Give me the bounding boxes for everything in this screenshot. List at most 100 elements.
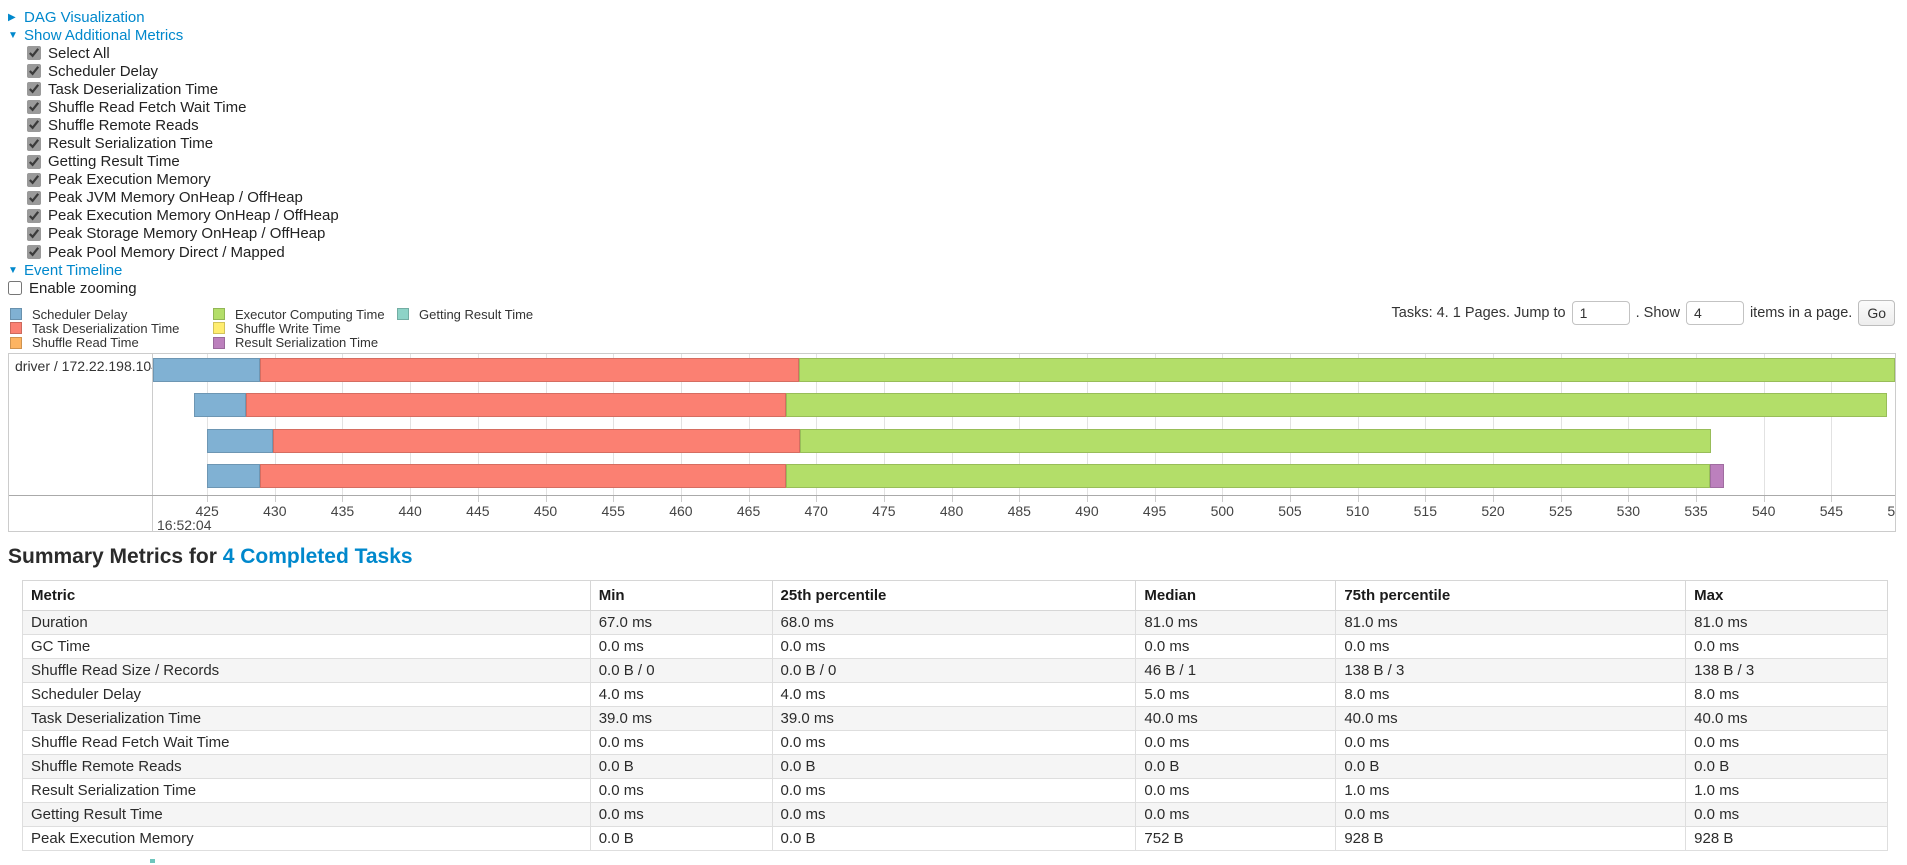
timeline-segment-task_deserialization[interactable] <box>259 358 799 383</box>
axis-tick-label: 525 <box>1548 503 1573 520</box>
gridline <box>1831 354 1833 496</box>
timeline-plot <box>153 354 1895 496</box>
metric-checkbox-task-deserialization-time[interactable] <box>27 82 41 97</box>
metric-checkbox-select-all[interactable] <box>27 46 41 61</box>
metric-checkbox-shuffle-read-fetch-wait-time[interactable] <box>27 100 41 115</box>
gridline <box>545 354 547 496</box>
gridline <box>1357 354 1359 496</box>
metric-checkbox-peak-jvm-memory-onheap-offheap[interactable] <box>27 190 41 205</box>
table-row: Result Serialization Time 0.0 ms 0.0 ms 0.0… <box>22 778 1888 804</box>
metric-checkbox-label: Peak JVM Memory OnHeap / OffHeap <box>48 189 303 207</box>
axis-tick <box>1019 496 1021 503</box>
legend-label: Shuffle Write Time <box>235 320 341 336</box>
column-header-median: Median <box>1135 580 1337 612</box>
axis-tick <box>1831 496 1833 503</box>
metric-value-cell: 40.0 ms <box>1685 706 1888 732</box>
timeline-segment-executor_computing[interactable] <box>799 428 1711 453</box>
metric-value-cell: 8.0 ms <box>1335 682 1687 708</box>
metric-checkbox-getting-result-time[interactable] <box>27 154 41 169</box>
metric-option: Peak Pool Memory Direct / Mapped <box>27 243 1907 261</box>
summary-metrics-heading: Summary Metrics for 4 Completed Tasks <box>8 545 1907 571</box>
task-pagination: Tasks: 4. 1 Pages. Jump to . Show items … <box>1391 300 1895 327</box>
metric-checkbox-peak-pool-memory-direct-mapped[interactable] <box>27 245 41 260</box>
metric-value-cell: 40.0 ms <box>1135 706 1337 732</box>
gridline <box>1289 354 1291 496</box>
metric-name-cell: Shuffle Read Fetch Wait Time <box>22 730 591 756</box>
timeline-segment-task_deserialization[interactable] <box>246 393 787 418</box>
metric-checkbox-peak-execution-memory[interactable] <box>27 172 41 187</box>
table-row: Shuffle Remote Reads 0.0 B 0.0 B 0.0 B 0.0 B… <box>22 754 1888 780</box>
metric-name-cell: Shuffle Remote Reads <box>22 754 591 780</box>
gridline <box>680 354 682 496</box>
gridline <box>1493 354 1494 496</box>
pagination-prefix-text: Tasks: 4. 1 Pages. Jump to <box>1391 305 1566 322</box>
metric-value-cell: 0.0 B <box>589 754 773 780</box>
metric-checkbox-peak-storage-memory-onheap-offheap[interactable] <box>27 226 41 241</box>
completed-tasks-link[interactable]: 4 Completed Tasks <box>222 545 413 569</box>
timeline-segment-scheduler_delay[interactable] <box>193 393 247 418</box>
timeline-axis: 16:52:04 425 430 435 440 445 450 455 460 465 470 4… <box>153 496 1895 531</box>
axis-tick-label: 470 <box>804 503 828 520</box>
metric-value-cell: 0.0 ms <box>771 634 1137 660</box>
axis-tick-label: 435 <box>330 503 355 520</box>
metric-value-cell: 0.0 B <box>1135 754 1337 780</box>
metric-value-cell: 138 B / 3 <box>1685 658 1888 684</box>
timeline-segment-executor_computing[interactable] <box>798 358 1895 383</box>
metric-checkbox-peak-execution-memory-onheap-offheap[interactable] <box>27 208 41 223</box>
timeline-segment-executor_computing[interactable] <box>786 393 1887 418</box>
timeline-segment-task_deserialization[interactable] <box>273 428 800 453</box>
metric-name-cell: Shuffle Read Size / Records <box>22 658 591 684</box>
metric-value-cell: 5.0 ms <box>1135 682 1337 708</box>
metric-checkbox-label: Peak Pool Memory Direct / Mapped <box>48 243 285 261</box>
metric-option: Task Deserialization Time <box>27 80 1907 98</box>
table-body: Duration 67.0 ms 68.0 ms 81.0 ms 81.0 ms 81.0… <box>22 610 1888 852</box>
timeline-task-row <box>153 389 1895 424</box>
metric-value-cell: 1.0 ms <box>1685 778 1888 804</box>
axis-tick-label: 495 <box>1142 503 1167 520</box>
timeline-task-row <box>153 425 1895 460</box>
axis-tick-label: 450 <box>533 503 558 520</box>
event-timeline-label: Event Timeline <box>24 261 123 279</box>
timeline-header: Scheduler Delay Task Deserialization Time… <box>8 297 1907 353</box>
gridline <box>342 354 344 496</box>
enable-zooming-checkbox[interactable] <box>8 281 22 296</box>
show-additional-metrics-toggle[interactable]: ▼ Show Additional Metrics <box>8 26 1907 44</box>
column-header-metric: Metric <box>22 580 591 612</box>
metric-checkbox-result-serialization-time[interactable] <box>27 136 41 151</box>
timeline-segment-task_deserialization[interactable] <box>259 463 787 488</box>
shuffle-read-time-swatch-icon <box>10 336 22 349</box>
enable-zooming-row: Enable zooming <box>8 279 1907 297</box>
axis-tick <box>883 496 885 503</box>
metric-value-cell: 928 B <box>1335 826 1687 852</box>
metric-checkbox-label: Getting Result Time <box>48 153 180 171</box>
metric-value-cell: 0.0 ms <box>589 802 773 828</box>
axis-tick <box>477 496 479 503</box>
legend-item: Result Serialization Time <box>213 335 385 350</box>
dag-visualization-toggle[interactable]: ▶ DAG Visualization <box>8 8 1907 26</box>
items-per-page-input[interactable] <box>1685 301 1744 326</box>
executor-group-label: driver / 172.22.198.104 <box>9 354 153 496</box>
axis-tick-label: 425 <box>195 503 219 520</box>
timeline-segment-scheduler_delay[interactable] <box>153 358 260 383</box>
gridline <box>816 354 818 496</box>
getting-result-time-swatch-icon <box>397 308 409 321</box>
axis-tick-label: 500 <box>1210 503 1234 520</box>
axis-tick-label: 475 <box>872 503 896 520</box>
go-button[interactable]: Go <box>1858 300 1895 327</box>
metric-value-cell: 138 B / 3 <box>1335 658 1687 684</box>
axis-tick <box>410 496 412 503</box>
metric-checkbox-scheduler-delay[interactable] <box>27 64 41 79</box>
metric-value-cell: 67.0 ms <box>589 610 773 636</box>
timeline-segment-result_serialization[interactable] <box>1709 463 1725 488</box>
metric-value-cell: 0.0 ms <box>1685 634 1888 660</box>
gridline <box>883 354 885 496</box>
timeline-segment-scheduler_delay[interactable] <box>207 428 274 453</box>
timeline-segment-scheduler_delay[interactable] <box>207 463 260 488</box>
jump-to-page-input[interactable] <box>1571 301 1630 326</box>
metric-name-cell: Duration <box>22 610 591 636</box>
event-timeline-toggle[interactable]: ▼ Event Timeline <box>8 261 1907 279</box>
metric-value-cell: 0.0 B <box>771 826 1137 852</box>
metric-checkbox-shuffle-remote-reads[interactable] <box>27 118 41 133</box>
timeline-segment-executor_computing[interactable] <box>786 463 1710 488</box>
metric-value-cell: 0.0 B <box>589 826 773 852</box>
